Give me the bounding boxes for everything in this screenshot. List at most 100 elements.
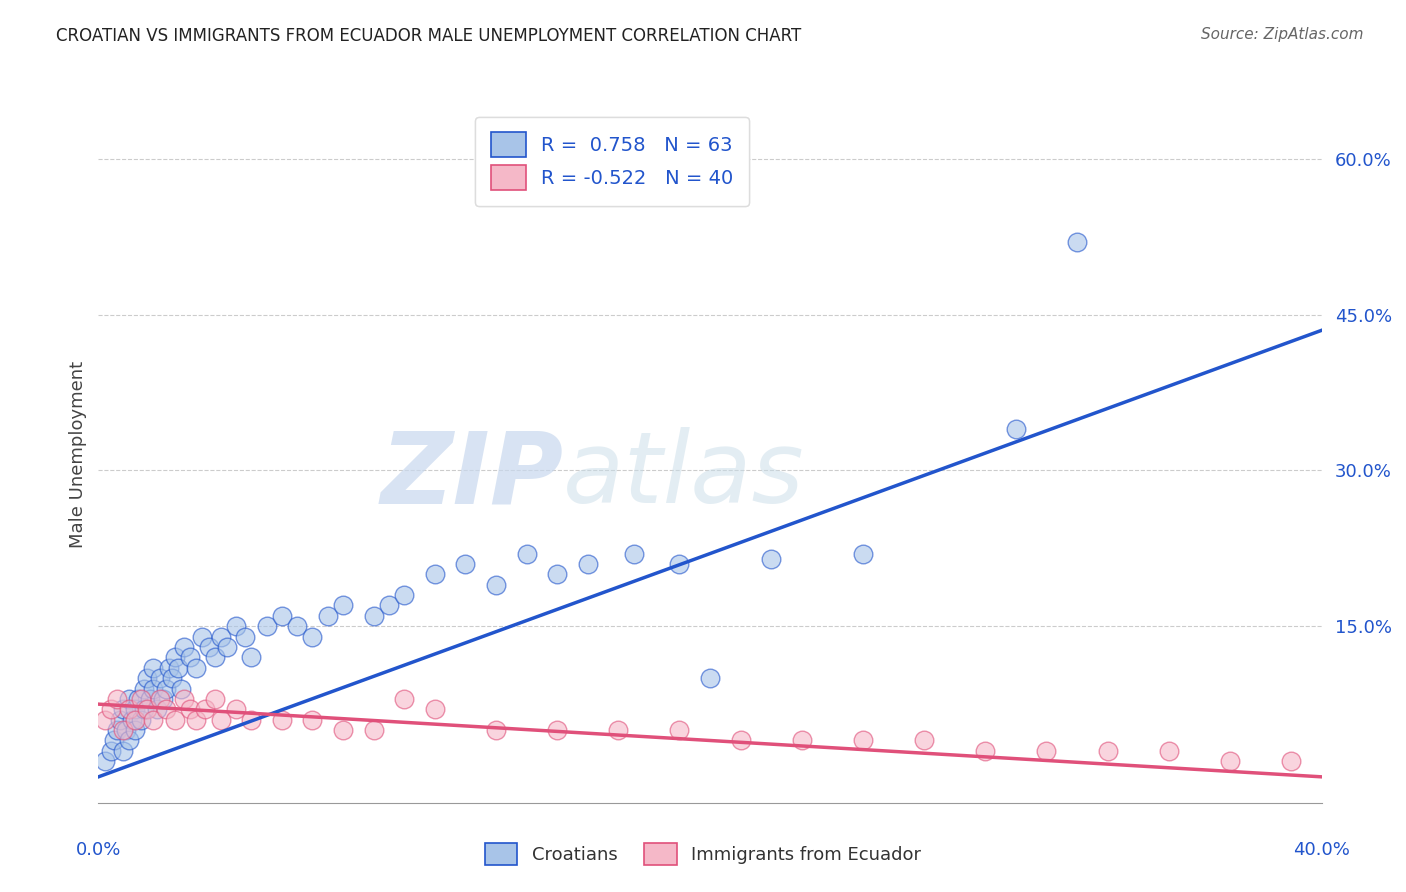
Point [134, 702, 156, 716]
Point [301, 713, 323, 727]
Point [392, 692, 416, 706]
Point [623, 547, 645, 561]
Point [546, 723, 568, 738]
Point [142, 713, 165, 727]
Point [105, 723, 128, 738]
Point [1219, 754, 1241, 768]
Point [607, 723, 630, 738]
Point [118, 692, 141, 706]
Text: atlas: atlas [564, 427, 804, 524]
Point [111, 702, 134, 716]
Point [1066, 235, 1088, 249]
Point [118, 702, 141, 716]
Point [142, 681, 165, 696]
Point [170, 681, 193, 696]
Point [179, 650, 201, 665]
Point [423, 702, 446, 716]
Point [157, 661, 180, 675]
Point [155, 681, 177, 696]
Point [134, 681, 156, 696]
Point [173, 640, 195, 654]
Point [256, 619, 278, 633]
Point [363, 608, 385, 623]
Point [301, 630, 323, 644]
Point [191, 630, 214, 644]
Point [139, 692, 162, 706]
Point [179, 702, 201, 716]
Point [215, 640, 238, 654]
Point [240, 650, 263, 665]
Point [163, 713, 186, 727]
Point [225, 702, 247, 716]
Legend: R =  0.758   N = 63, R = -0.522   N = 40: R = 0.758 N = 63, R = -0.522 N = 40 [475, 117, 749, 206]
Point [546, 567, 568, 582]
Point [93, 754, 115, 768]
Text: 40.0%: 40.0% [1294, 841, 1350, 859]
Point [197, 640, 219, 654]
Point [160, 671, 183, 685]
Point [240, 713, 263, 727]
Point [186, 713, 208, 727]
Point [186, 661, 208, 675]
Point [121, 713, 143, 727]
Point [127, 692, 149, 706]
Point [1097, 744, 1119, 758]
Point [209, 630, 232, 644]
Point [392, 588, 416, 602]
Point [852, 547, 875, 561]
Point [363, 723, 385, 738]
Point [204, 692, 226, 706]
Point [1157, 744, 1180, 758]
Point [136, 671, 159, 685]
Point [668, 723, 690, 738]
Point [974, 744, 997, 758]
Point [1004, 422, 1026, 436]
Point [167, 661, 190, 675]
Point [423, 567, 446, 582]
Point [454, 557, 477, 571]
Point [129, 692, 152, 706]
Point [332, 723, 354, 738]
Point [516, 547, 538, 561]
Point [668, 557, 690, 571]
Point [332, 599, 354, 613]
Point [145, 702, 167, 716]
Text: ZIP: ZIP [380, 427, 564, 524]
Point [912, 733, 935, 747]
Point [124, 713, 146, 727]
Point [149, 692, 172, 706]
Point [129, 713, 152, 727]
Point [270, 608, 292, 623]
Text: Source: ZipAtlas.com: Source: ZipAtlas.com [1201, 27, 1364, 42]
Point [270, 713, 292, 727]
Point [285, 619, 308, 633]
Point [93, 713, 115, 727]
Point [378, 599, 401, 613]
Point [173, 692, 195, 706]
Point [136, 702, 159, 716]
Point [108, 713, 131, 727]
Point [576, 557, 599, 571]
Point [124, 723, 146, 738]
Point [1035, 744, 1057, 758]
Point [111, 744, 134, 758]
Point [233, 630, 256, 644]
Text: CROATIAN VS IMMIGRANTS FROM ECUADOR MALE UNEMPLOYMENT CORRELATION CHART: CROATIAN VS IMMIGRANTS FROM ECUADOR MALE… [56, 27, 801, 45]
Point [485, 578, 508, 592]
Legend: Croatians, Immigrants from Ecuador: Croatians, Immigrants from Ecuador [475, 834, 931, 874]
Point [152, 692, 174, 706]
Point [155, 702, 177, 716]
Point [225, 619, 247, 633]
Text: 0.0%: 0.0% [76, 841, 121, 859]
Point [1279, 754, 1302, 768]
Point [103, 733, 125, 747]
Point [209, 713, 232, 727]
Point [142, 661, 165, 675]
Point [100, 744, 122, 758]
Point [118, 733, 141, 747]
Point [204, 650, 226, 665]
Point [111, 723, 134, 738]
Point [105, 692, 128, 706]
Point [163, 650, 186, 665]
Point [124, 702, 146, 716]
